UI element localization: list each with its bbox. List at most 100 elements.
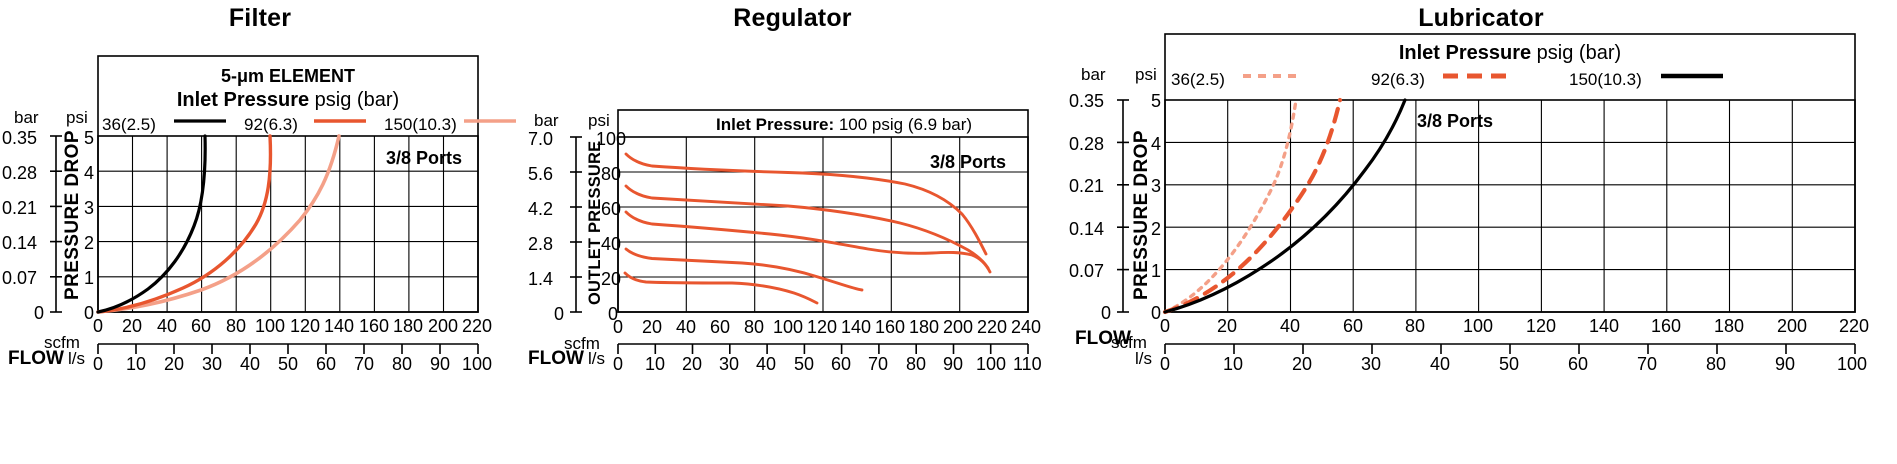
filter-bar-axis xyxy=(50,135,62,313)
lubricator-bar-tick-4: 0.07 xyxy=(1069,261,1105,281)
filter-ls-axis xyxy=(97,343,479,354)
filter-ls-tick-7: 70 xyxy=(354,354,375,374)
regulator-psi-unit: psi xyxy=(588,111,610,130)
filter-ls-tick-1: 10 xyxy=(126,354,147,374)
lubricator-curve-150 xyxy=(1163,98,1407,314)
regulator-ls-tick-6: 60 xyxy=(831,354,852,374)
lubricator-bar-tick-3: 0.14 xyxy=(1069,219,1105,239)
lubricator-ls-tick-9: 90 xyxy=(1775,354,1796,374)
regulator-ls-unit: l/s xyxy=(588,349,605,368)
regulator-ls-tick-11: 110 xyxy=(1013,354,1042,374)
regulator-psi-tick-3: 40 xyxy=(601,234,622,254)
regulator-curve-36 xyxy=(624,247,864,292)
lubricator-bar-axis xyxy=(1117,99,1129,313)
filter-legend-swatch-1 xyxy=(314,119,366,123)
filter-header-inlet-bold: Inlet Pressure xyxy=(176,89,310,111)
lubricator-header-bold: Inlet Pressure xyxy=(1398,42,1532,64)
lubricator-ports-label: 3/8 Ports xyxy=(1417,111,1494,131)
filter-ls-tick-2: 20 xyxy=(164,354,185,374)
lubricator-legend-label-1: 92(6.3) xyxy=(1371,70,1425,89)
lubricator-ls-tick-4: 40 xyxy=(1430,354,1451,374)
filter-flow-label: FLOW xyxy=(8,348,64,369)
regulator-ls-tick-5: 50 xyxy=(794,354,815,374)
lubricator-ls-tick-3: 30 xyxy=(1361,354,1382,374)
regulator-bar-tick-2: 4.2 xyxy=(528,199,554,219)
lubricator-ls-tick-7: 70 xyxy=(1637,354,1658,374)
regulator-psi-tick-5: 0 xyxy=(608,304,619,324)
regulator-bar-axis xyxy=(570,136,582,313)
filter-plot-frame xyxy=(97,135,479,313)
lubricator-legend-label-0: 36(2.5) xyxy=(1171,70,1225,89)
lubricator-ls-unit: l/s xyxy=(1135,349,1152,368)
filter-bar-tick-0: 0.35 xyxy=(2,128,38,148)
lubricator-plot xyxy=(1162,33,1856,315)
panel-filter: Filter xyxy=(0,0,520,464)
regulator-scfm-tick-12: 240 xyxy=(1011,317,1042,337)
regulator-scfm-tick-1: 20 xyxy=(642,317,663,337)
filter-bar-tick-5: 0 xyxy=(34,303,45,323)
regulator-bar-tick-1: 5.6 xyxy=(528,164,554,184)
filter-ls-tick-4: 40 xyxy=(240,354,261,374)
lubricator-legend-swatch-2 xyxy=(1661,73,1723,79)
filter-psi-unit: psi xyxy=(66,108,88,127)
filter-scfm-tick-4: 80 xyxy=(226,316,247,336)
lubricator-psi-tick-3: 2 xyxy=(1151,219,1162,239)
filter-header-inlet: Inlet Pressure psig (bar) xyxy=(98,89,478,112)
regulator-inlet-rest: 100 psig (6.9 bar) xyxy=(834,115,973,134)
lubricator-ls-tick-5: 50 xyxy=(1499,354,1520,374)
regulator-flow-label: FLOW xyxy=(528,348,584,369)
filter-bar-tick-3: 0.14 xyxy=(2,233,38,253)
filter-psi-tick-3: 2 xyxy=(84,233,95,253)
filter-psi-tick-0: 5 xyxy=(84,128,95,148)
filter-scfm-tick-10: 200 xyxy=(428,316,459,336)
lubricator-bar-unit: bar xyxy=(1081,65,1106,84)
panel-lubricator: Lubricator xyxy=(1065,0,1897,464)
regulator-scfm-tick-6: 120 xyxy=(807,317,838,337)
lubricator-scfm-tick-10: 200 xyxy=(1777,316,1808,336)
lubricator-ls-tick-8: 80 xyxy=(1706,354,1727,374)
lubricator-psi-tick-0: 5 xyxy=(1151,91,1162,111)
regulator-ls-tick-4: 40 xyxy=(756,354,777,374)
filter-legend-swatch-0 xyxy=(174,119,226,123)
regulator-scfm-tick-9: 180 xyxy=(909,317,940,337)
regulator-psi-tick-1: 80 xyxy=(601,164,622,184)
lubricator-scfm-tick-4: 80 xyxy=(1405,316,1426,336)
filter-header-inlet-rest: psig (bar) xyxy=(309,89,400,111)
lubricator-plot-frame xyxy=(1164,99,1856,313)
filter-scfm-tick-11: 220 xyxy=(462,316,493,336)
regulator-bar-tick-0: 7.0 xyxy=(528,129,554,149)
regulator-scfm-tick-5: 100 xyxy=(773,317,804,337)
regulator-ls-tick-8: 80 xyxy=(906,354,927,374)
regulator-inlet-bold: Inlet Pressure: xyxy=(716,115,835,134)
filter-psi-tick-2: 3 xyxy=(84,198,95,218)
lubricator-title: Lubricator xyxy=(1418,4,1544,32)
filter-curve-36 xyxy=(96,134,207,314)
lubricator-psi-tick-5: 0 xyxy=(1151,303,1162,323)
lubricator-scfm-tick-2: 40 xyxy=(1280,316,1301,336)
lubricator-ls-tick-10: 100 xyxy=(1837,354,1868,374)
lubricator-curve-36 xyxy=(1163,98,1298,314)
lubricator-scfm-tick-1: 20 xyxy=(1217,316,1238,336)
regulator-psi-tick-2: 60 xyxy=(601,199,622,219)
filter-ls-tick-9: 90 xyxy=(430,354,451,374)
filter-scfm-unit: scfm xyxy=(44,333,80,352)
filter-legend-swatch-2 xyxy=(464,119,516,123)
filter-ls-tick-10: 100 xyxy=(462,354,493,374)
regulator-scfm-tick-7: 140 xyxy=(841,317,872,337)
filter-scfm-tick-3: 60 xyxy=(191,316,212,336)
filter-ls-tick-3: 30 xyxy=(202,354,223,374)
lubricator-scfm-tick-11: 220 xyxy=(1839,316,1870,336)
filter-header-element: 5-μm ELEMENT xyxy=(220,66,356,86)
regulator-bar-tick-3: 2.8 xyxy=(528,234,554,254)
lubricator-header: Inlet Pressure psig (bar) xyxy=(1165,42,1855,65)
filter-curve-150 xyxy=(96,134,341,314)
filter-scfm-tick-8: 160 xyxy=(359,316,390,336)
filter-bar-tick-2: 0.21 xyxy=(2,198,38,218)
filter-bar-tick-1: 0.28 xyxy=(2,163,38,183)
regulator-curve-22 xyxy=(623,271,819,305)
filter-scfm-tick-5: 100 xyxy=(255,316,286,336)
lubricator-flow-label: FLOW xyxy=(1075,328,1131,349)
lubricator-ls-tick-6: 60 xyxy=(1568,354,1589,374)
regulator-curve-90 xyxy=(624,152,988,256)
lubricator-scfm-tick-0: 0 xyxy=(1160,316,1171,336)
